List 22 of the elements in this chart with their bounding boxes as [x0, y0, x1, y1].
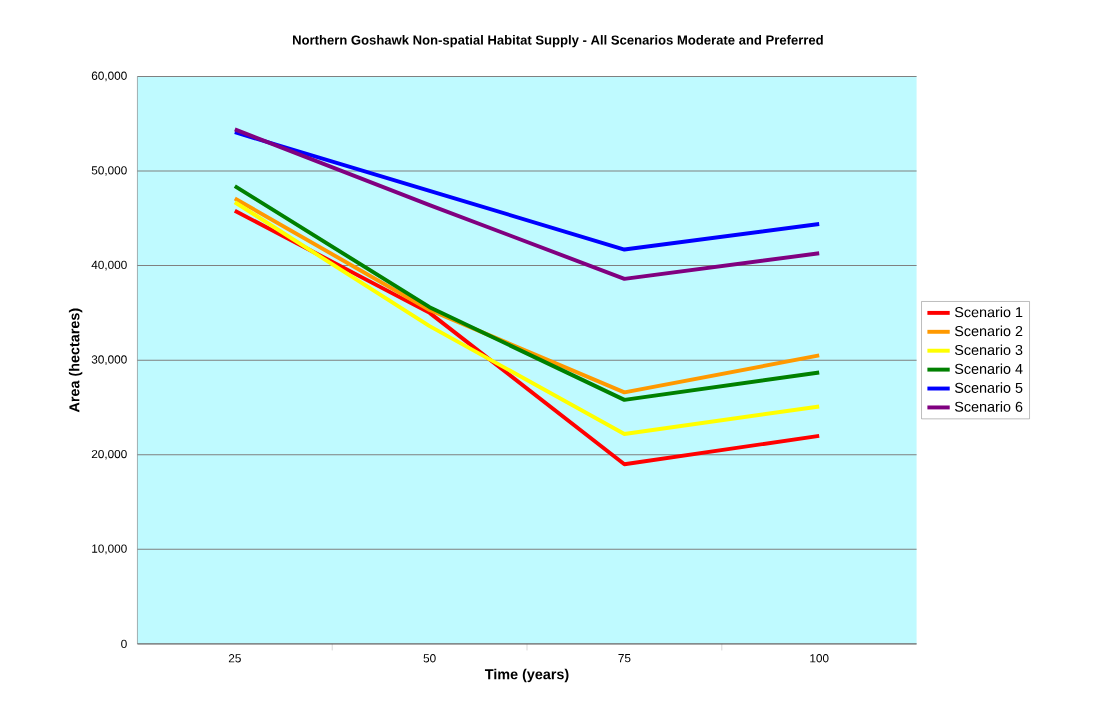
x-tick-label: 25: [228, 654, 241, 663]
line-series: [232, 127, 822, 282]
y-tick-label: 10,000: [92, 544, 127, 555]
legend-label: Scenario 1: [954, 306, 1023, 318]
x-tick-label: 75: [618, 654, 631, 663]
chart-title: Northern Goshawk Non-spatial Habitat Supply - All Scenarios Moderate and Preferred: [293, 35, 823, 48]
y-tick-label: 40,000: [91, 260, 127, 271]
legend-label: Scenario 5: [954, 382, 1023, 394]
y-tick-label: 0: [121, 639, 127, 649]
y-tick-label: 60,000: [91, 71, 127, 82]
legend-label: Scenario 4: [954, 363, 1023, 375]
y-tick-label: 30,000: [91, 355, 127, 366]
x-tick-label: 50: [423, 654, 436, 663]
y-tick-label: 20,000: [91, 450, 127, 460]
x-axis-title: Time (years): [484, 669, 569, 683]
y-tick-label: 50,000: [91, 166, 127, 177]
legend-label: Scenario 6: [954, 401, 1023, 413]
legend-label: Scenario 2: [954, 325, 1023, 337]
legend-label: Scenario 3: [954, 344, 1023, 356]
y-axis-title: Area (hectares): [68, 308, 83, 413]
line-series: [232, 130, 822, 252]
x-tick-label: 100: [810, 654, 829, 663]
